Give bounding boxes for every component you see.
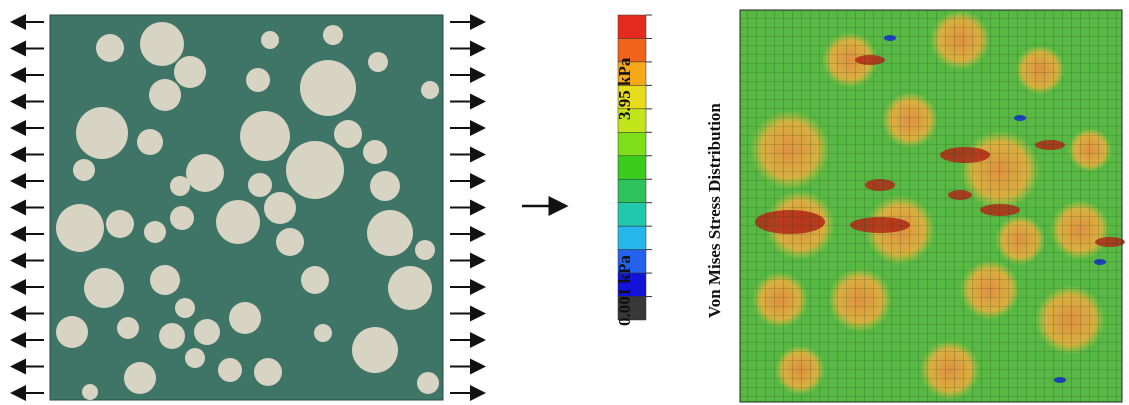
particle <box>363 140 387 164</box>
particle <box>124 362 156 394</box>
particle <box>388 266 432 310</box>
particle <box>218 358 242 382</box>
particle <box>246 68 270 92</box>
particle <box>286 141 344 199</box>
particle <box>117 317 139 339</box>
particle <box>56 316 88 348</box>
max-label: 3.95 kPa <box>615 57 634 120</box>
stress-field <box>739 9 1125 403</box>
particle <box>301 266 329 294</box>
colorbar-title: Von Mises Stress Distribution <box>705 103 724 318</box>
particle <box>149 79 181 111</box>
particle <box>106 210 134 238</box>
particle <box>264 192 296 224</box>
swatch <box>617 155 647 180</box>
particles <box>56 22 439 400</box>
particle <box>56 204 104 252</box>
particle <box>352 327 398 373</box>
particle <box>367 210 413 256</box>
particle <box>96 34 124 62</box>
particle <box>76 107 128 159</box>
particle <box>334 120 362 148</box>
swatch <box>617 132 647 157</box>
min-label: 0.001 kPa <box>615 255 634 326</box>
particle <box>254 358 282 386</box>
swatch <box>617 14 647 39</box>
particle <box>150 265 180 295</box>
colorbar <box>617 14 652 321</box>
swatch <box>617 202 647 227</box>
swatch <box>617 225 647 250</box>
particle <box>323 25 343 45</box>
particle <box>140 22 184 66</box>
particle <box>276 228 304 256</box>
particle <box>194 319 220 345</box>
load-arrows <box>10 14 486 401</box>
particle <box>137 129 163 155</box>
particle <box>174 56 206 88</box>
particle <box>368 52 388 72</box>
particle <box>170 176 190 196</box>
particle <box>84 268 124 308</box>
particle <box>240 111 290 161</box>
particle <box>175 298 195 318</box>
particle <box>314 324 332 342</box>
mesh <box>739 9 1123 403</box>
particle <box>248 173 272 197</box>
particle <box>229 302 261 334</box>
particle <box>261 31 279 49</box>
particle <box>159 323 185 349</box>
particle <box>73 159 95 181</box>
swatch <box>617 178 647 203</box>
particle <box>216 200 260 244</box>
particle <box>186 154 224 192</box>
particle <box>170 206 194 230</box>
particle-domain <box>49 14 444 401</box>
swatch <box>617 296 647 321</box>
particle <box>417 372 439 394</box>
particle <box>82 384 98 400</box>
particle <box>185 348 205 368</box>
particle <box>300 60 356 116</box>
particle <box>370 171 400 201</box>
particle <box>415 240 435 260</box>
particle <box>144 221 166 243</box>
particle <box>421 81 439 99</box>
